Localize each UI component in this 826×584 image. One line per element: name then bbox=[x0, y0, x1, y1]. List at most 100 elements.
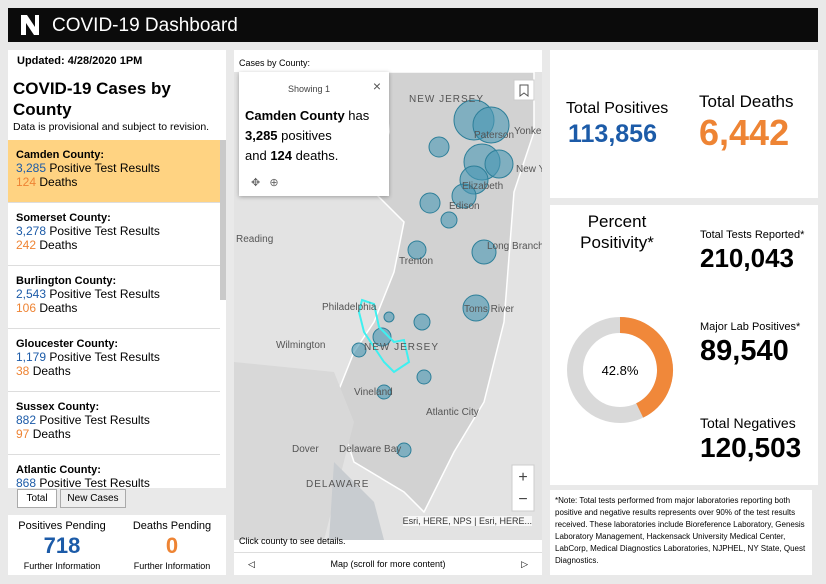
logo bbox=[21, 15, 39, 35]
map-label: Delaware Bay bbox=[339, 444, 401, 455]
note: *Note: Total tests performed from major … bbox=[550, 490, 812, 575]
county-item[interactable]: Gloucester County: 1,179 Positive Test Re… bbox=[8, 329, 220, 392]
negatives-title: Total Negatives bbox=[700, 415, 796, 431]
map-label: Atlantic City bbox=[426, 407, 479, 418]
svg-text:+: + bbox=[518, 469, 527, 486]
map-label: Philadelphia bbox=[322, 302, 377, 313]
totals-panel: Total Positives 113,856 Total Deaths 6,4… bbox=[550, 50, 818, 198]
popup-county: Camden County bbox=[245, 108, 345, 123]
county-item[interactable]: Somerset County: 3,278 Positive Test Resu… bbox=[8, 203, 220, 266]
positives: 868 bbox=[16, 476, 37, 488]
deaths-label: Deaths bbox=[39, 238, 78, 252]
map-label: Paterson bbox=[474, 130, 514, 141]
map-label: Long Branch bbox=[487, 241, 542, 252]
map-label: Toms River bbox=[464, 304, 515, 315]
lab-title: Major Lab Positives* bbox=[700, 321, 801, 333]
pending-title: Positives Pending bbox=[18, 520, 106, 532]
map-label: NEW JERSEY bbox=[364, 342, 439, 353]
popup-text: and bbox=[245, 148, 267, 163]
deaths: 38 bbox=[16, 364, 30, 378]
deaths-row: 38 Deaths bbox=[16, 364, 212, 378]
positives-label: Positive Test Results bbox=[49, 224, 160, 238]
cases-panel: Updated: 4/28/2020 1PM COVID-19 Cases by… bbox=[8, 50, 226, 488]
map-tab-label: Map (scroll for more content) bbox=[330, 559, 446, 569]
county-item[interactable]: Sussex County: 882 Positive Test Results 9… bbox=[8, 392, 220, 455]
header-bar: COVID-19 Dashboard bbox=[8, 8, 818, 42]
deaths: 97 bbox=[16, 427, 30, 441]
map-label: NEW JERSEY bbox=[409, 94, 484, 105]
positives-row: 882 Positive Test Results bbox=[16, 413, 212, 427]
county-name: Gloucester County: bbox=[16, 338, 119, 350]
map-title: Cases by County: bbox=[239, 58, 311, 68]
county-name: Camden County: bbox=[16, 149, 104, 161]
tests-title: Total Tests Reported* bbox=[700, 229, 805, 241]
map-label: Yonke bbox=[514, 126, 542, 137]
header-title: COVID-19 Dashboard bbox=[52, 15, 238, 36]
map-label: New York bbox=[516, 164, 542, 175]
popup: Showing 1 × Camden County has 3,285 posi… bbox=[239, 72, 389, 196]
popup-close[interactable]: × bbox=[372, 78, 381, 94]
map-label: Vineland bbox=[354, 387, 393, 398]
popup-body: Camden County has 3,285 positives and 12… bbox=[245, 106, 385, 166]
tab[interactable]: Total bbox=[17, 489, 57, 508]
positives: 2,543 bbox=[16, 287, 47, 301]
map-tab[interactable]: Map (scroll for more content) ◁ ▷ bbox=[234, 552, 542, 575]
scrollbar bbox=[220, 140, 226, 300]
county-item[interactable]: Camden County: 3,285 Positive Test Result… bbox=[8, 140, 220, 203]
deaths: 106 bbox=[16, 301, 37, 315]
positives-row: 2,543 Positive Test Results bbox=[16, 287, 212, 301]
list-subtitle: Data is provisional and subject to revis… bbox=[13, 121, 210, 133]
deaths-label: Deaths bbox=[32, 427, 71, 441]
popup-text: has bbox=[348, 108, 370, 123]
deaths: 124 bbox=[16, 175, 37, 189]
pending-note[interactable]: Further Information bbox=[23, 561, 101, 571]
pending-note[interactable]: Further Information bbox=[133, 561, 211, 571]
deaths-row: 242 Deaths bbox=[16, 238, 212, 252]
map-label: Trenton bbox=[399, 256, 433, 267]
county-item[interactable]: Burlington County: 2,543 Positive Test Re… bbox=[8, 266, 220, 329]
deaths-row: 124 Deaths bbox=[16, 175, 212, 189]
attribution: Esri, HERE, NPS | Esri, HERE... bbox=[402, 516, 532, 526]
donut-arc bbox=[619, 317, 673, 418]
svg-text:−: − bbox=[518, 491, 527, 508]
tests: 210,043 bbox=[700, 243, 794, 273]
popup-deaths: 124 bbox=[270, 148, 293, 163]
deaths: 242 bbox=[16, 238, 37, 252]
county-name: Sussex County: bbox=[16, 401, 100, 413]
positives: 3,278 bbox=[16, 224, 47, 238]
deaths-label: Deaths bbox=[32, 364, 71, 378]
positives-row: 868 Positive Test Results bbox=[16, 476, 212, 488]
map-footer: Click county to see details. bbox=[239, 536, 346, 546]
map-label: Edison bbox=[449, 201, 480, 212]
map-label: Elizabeth bbox=[462, 181, 503, 192]
map-panel: Cases by County: NEW JERSEY Paterson Yonke… bbox=[234, 50, 542, 575]
county-item[interactable]: Atlantic County: 868 Positive Test Result… bbox=[8, 455, 220, 488]
deaths-row: 106 Deaths bbox=[16, 301, 212, 315]
pending-panel: Positives Pending 718 Further Informatio… bbox=[8, 515, 226, 575]
pending-title: Deaths Pending bbox=[132, 520, 212, 532]
tab[interactable]: New Cases bbox=[60, 489, 126, 508]
deaths-row: 97 Deaths bbox=[16, 427, 212, 441]
map-label: Dover bbox=[292, 444, 319, 455]
deaths-label: Deaths bbox=[39, 175, 78, 189]
total-deaths-title: Total Deaths bbox=[699, 92, 794, 111]
positives-label: Positive Test Results bbox=[49, 161, 160, 175]
popup-tools[interactable]: ✥ ⊕ bbox=[251, 177, 279, 189]
positives: 1,179 bbox=[16, 350, 47, 364]
popup-positives: 3,285 bbox=[245, 128, 278, 143]
county-name: Burlington County: bbox=[16, 275, 117, 287]
map-label: Wilmington bbox=[276, 340, 325, 351]
popup-text: positives bbox=[281, 128, 332, 143]
positives-label: Positive Test Results bbox=[49, 350, 160, 364]
popup-text: deaths. bbox=[295, 148, 339, 163]
negatives: 120,503 bbox=[700, 432, 802, 463]
updated: Updated: 4/28/2020 1PM bbox=[17, 55, 143, 67]
positives-row: 1,179 Positive Test Results bbox=[16, 350, 212, 364]
lab: 89,540 bbox=[700, 335, 789, 367]
total-positives: 113,856 bbox=[568, 120, 657, 148]
positives-label: Positive Test Results bbox=[39, 476, 150, 488]
positives-row: 3,285 Positive Test Results bbox=[16, 161, 212, 175]
total-positives-title: Total Positives bbox=[566, 100, 669, 117]
donut: 42.8% bbox=[567, 317, 673, 423]
